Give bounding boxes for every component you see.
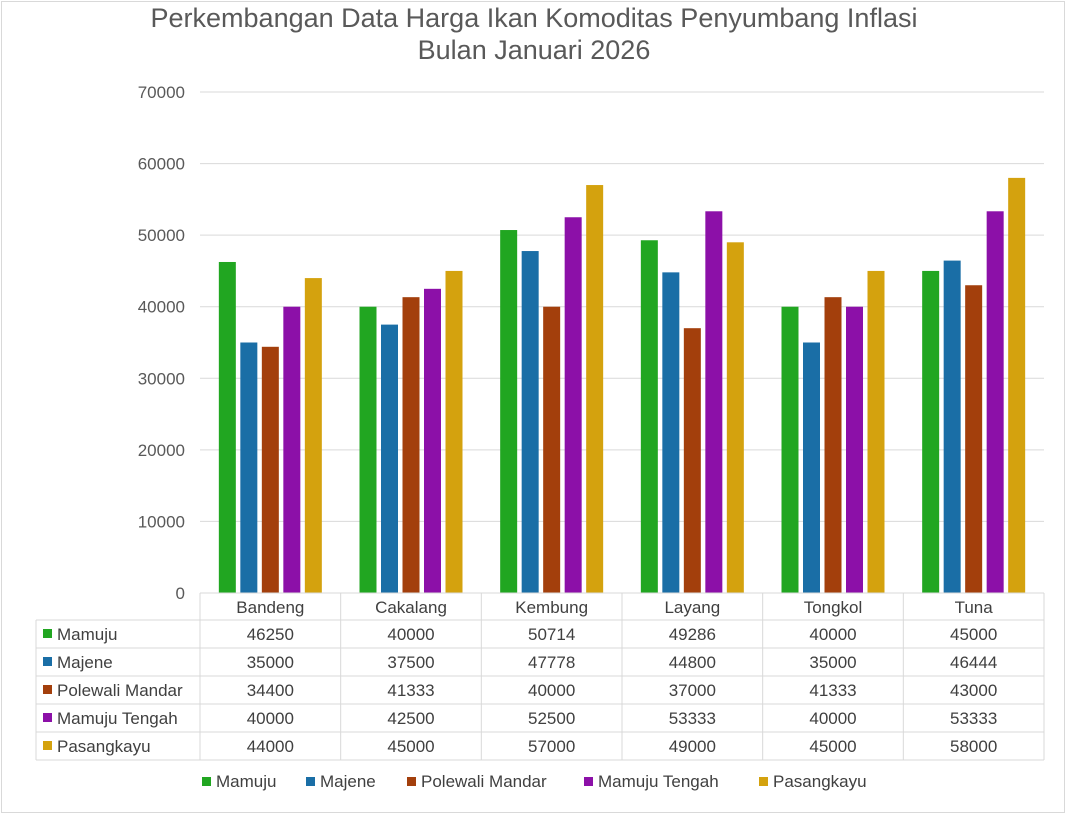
y-tick-label: 10000 [138, 512, 185, 531]
legend-label: Mamuju Tengah [598, 772, 719, 791]
y-tick-label: 0 [176, 584, 185, 603]
table-cell-value: 50714 [528, 625, 575, 644]
bar-pasangkayu [867, 270, 885, 593]
bar-mamuju-tengah [564, 217, 582, 593]
x-category-label: Tongkol [804, 598, 863, 617]
table-cell-value: 49000 [669, 737, 716, 756]
table-cell-value: 47778 [528, 653, 575, 672]
bar-pasangkayu [586, 185, 604, 594]
table-cell-value: 46250 [247, 625, 294, 644]
table-cell-value: 41333 [387, 681, 434, 700]
bar-mamuju [781, 306, 799, 593]
table-cell-value: 34400 [247, 681, 294, 700]
legend-swatch [202, 777, 211, 786]
bar-mamuju-tengah [846, 306, 863, 593]
x-category-label: Tuna [955, 598, 994, 617]
table-cell-value: 44000 [247, 737, 294, 756]
bar-mamuju [500, 230, 518, 593]
table-cell-value: 53333 [669, 709, 716, 728]
y-tick-label: 20000 [138, 441, 185, 460]
chart-title-line2: Bulan Januari 2026 [417, 35, 651, 65]
bar-mamuju-tengah [424, 288, 441, 593]
bar-polewali-mandar [261, 346, 279, 593]
legend-key-swatch [43, 657, 52, 666]
bar-mamuju [922, 270, 940, 593]
table-cell-value: 43000 [950, 681, 997, 700]
legend-label: Majene [320, 772, 376, 791]
x-category-label: Bandeng [236, 598, 304, 617]
legend-key-swatch [43, 713, 52, 722]
bar-polewali-mandar [402, 297, 420, 593]
table-cell-value: 46444 [950, 653, 997, 672]
table-cell-value: 42500 [387, 709, 434, 728]
table-cell-value: 45000 [950, 625, 997, 644]
table-cell-value: 45000 [809, 737, 856, 756]
bar-pasangkayu [726, 242, 744, 594]
legend-swatch [407, 777, 416, 786]
bar-majene [943, 260, 961, 593]
y-tick-label: 70000 [138, 83, 185, 102]
bar-majene [662, 272, 680, 593]
bar-mamuju-tengah [705, 211, 723, 594]
table-cell-value: 40000 [387, 625, 434, 644]
bar-mamuju-tengah [986, 211, 1004, 594]
x-category-label: Kembung [515, 598, 588, 617]
legend-key-swatch [43, 629, 52, 638]
x-category-label: Cakalang [375, 598, 447, 617]
table-cell-value: 53333 [950, 709, 997, 728]
legend-swatch [759, 777, 768, 786]
legend-label: Pasangkayu [773, 772, 867, 791]
bar-polewali-mandar [965, 285, 983, 593]
table-cell-value: 52500 [528, 709, 575, 728]
table-cell-value: 37500 [387, 653, 434, 672]
table-cell-value: 57000 [528, 737, 575, 756]
table-cell-value: 40000 [528, 681, 575, 700]
bar-mamuju [359, 306, 377, 593]
chart-title-line1: Perkembangan Data Harga Ikan Komoditas P… [150, 3, 918, 33]
legend-label: Polewali Mandar [421, 772, 547, 791]
table-cell-value: 37000 [669, 681, 716, 700]
x-category-label: Layang [664, 598, 720, 617]
table-cell-value: 40000 [809, 709, 856, 728]
table-row-label: Pasangkayu [57, 737, 151, 756]
table-row-label: Polewali Mandar [57, 681, 183, 700]
table-cell-value: 41333 [809, 681, 856, 700]
y-tick-label: 30000 [138, 369, 185, 388]
y-tick-label: 60000 [138, 155, 185, 174]
legend-swatch [306, 777, 315, 786]
bar-pasangkayu [445, 270, 463, 593]
table-cell-value: 40000 [247, 709, 294, 728]
table-cell-value: 35000 [247, 653, 294, 672]
y-tick-label: 50000 [138, 226, 185, 245]
bar-mamuju [640, 240, 658, 593]
bar-majene [521, 251, 539, 594]
bar-pasangkayu [304, 278, 322, 593]
y-tick-label: 40000 [138, 298, 185, 317]
bar-polewali-mandar [543, 306, 561, 593]
table-cell-value: 45000 [387, 737, 434, 756]
bar-mamuju [218, 261, 236, 593]
table-cell-value: 40000 [809, 625, 856, 644]
bar-majene [803, 342, 820, 593]
bar-polewali-mandar [683, 328, 701, 593]
bar-majene [381, 324, 398, 593]
table-row-label: Majene [57, 653, 113, 672]
legend-swatch [584, 777, 593, 786]
table-row-label: Mamuju Tengah [57, 709, 178, 728]
table-cell-value: 58000 [950, 737, 997, 756]
bar-majene [240, 342, 258, 593]
bar-pasangkayu [1008, 177, 1026, 593]
bar-polewali-mandar [824, 297, 842, 593]
legend-key-swatch [43, 741, 52, 750]
legend-label: Mamuju [216, 772, 276, 791]
bar-mamuju-tengah [283, 306, 301, 593]
legend-key-swatch [43, 685, 52, 694]
table-cell-value: 49286 [669, 625, 716, 644]
table-cell-value: 35000 [809, 653, 856, 672]
table-row-label: Mamuju [57, 625, 117, 644]
table-cell-value: 44800 [669, 653, 716, 672]
